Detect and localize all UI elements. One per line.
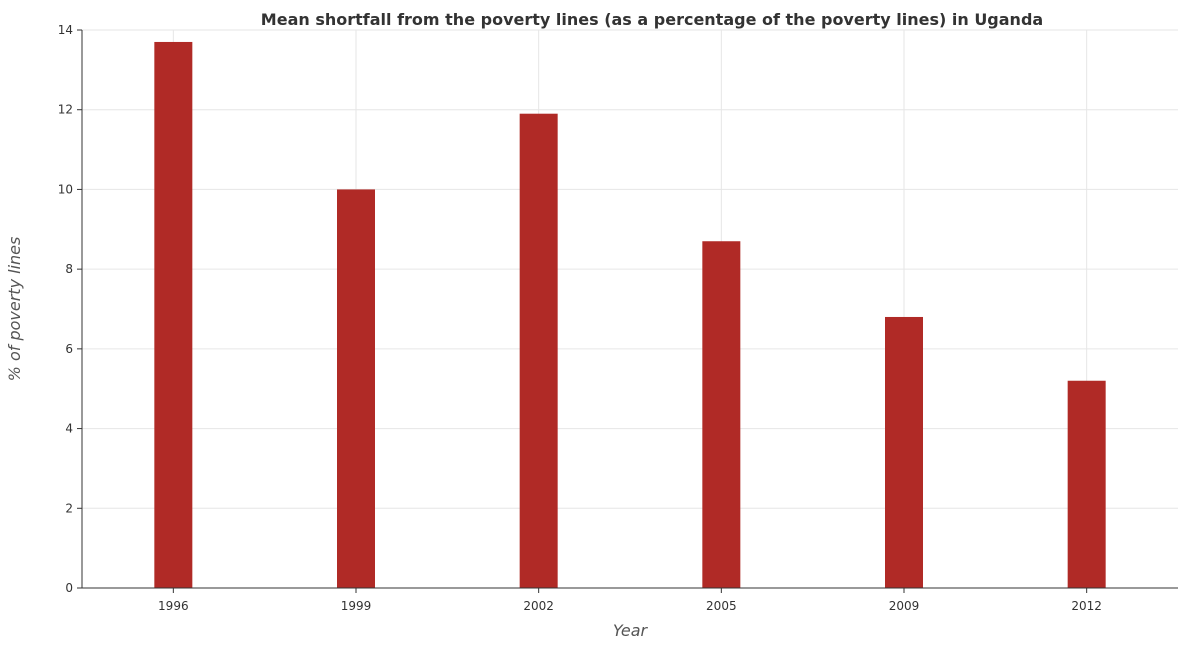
y-tick-label: 2 — [65, 501, 73, 515]
bar-1996 — [154, 41, 193, 588]
y-tick-label: 10 — [58, 182, 73, 196]
x-tick-label: 2002 — [523, 599, 554, 613]
y-tick-label: 6 — [65, 342, 73, 356]
x-tick-label: 1996 — [158, 599, 189, 613]
bar-2012 — [1067, 380, 1106, 588]
grid — [82, 29, 1178, 589]
x-tick-label: 2005 — [706, 599, 737, 613]
x-axis-label: Year — [613, 621, 649, 640]
x-tick-label: 2012 — [1071, 599, 1102, 613]
x-tick-label: 1999 — [341, 599, 372, 613]
bar-2009 — [885, 316, 923, 588]
bars — [154, 41, 1106, 588]
tick-labels: 0 2 4 6 8 10 12 14 1996 1999 2002 2005 2009 2012 — [58, 23, 1102, 613]
y-tick-label: 8 — [65, 262, 73, 276]
y-axis-label: % of poverty lines — [5, 237, 24, 382]
bar-2002 — [519, 113, 558, 588]
y-tick-label: 12 — [58, 103, 73, 117]
chart-title: Mean shortfall from the poverty lines (a… — [261, 10, 1043, 29]
y-tick-label: 0 — [65, 581, 73, 595]
bar-2005 — [702, 241, 741, 588]
y-tick-label: 4 — [65, 422, 73, 436]
bar-1999 — [337, 189, 375, 588]
x-tick-label: 2009 — [889, 599, 920, 613]
y-tick-label: 14 — [58, 23, 73, 37]
